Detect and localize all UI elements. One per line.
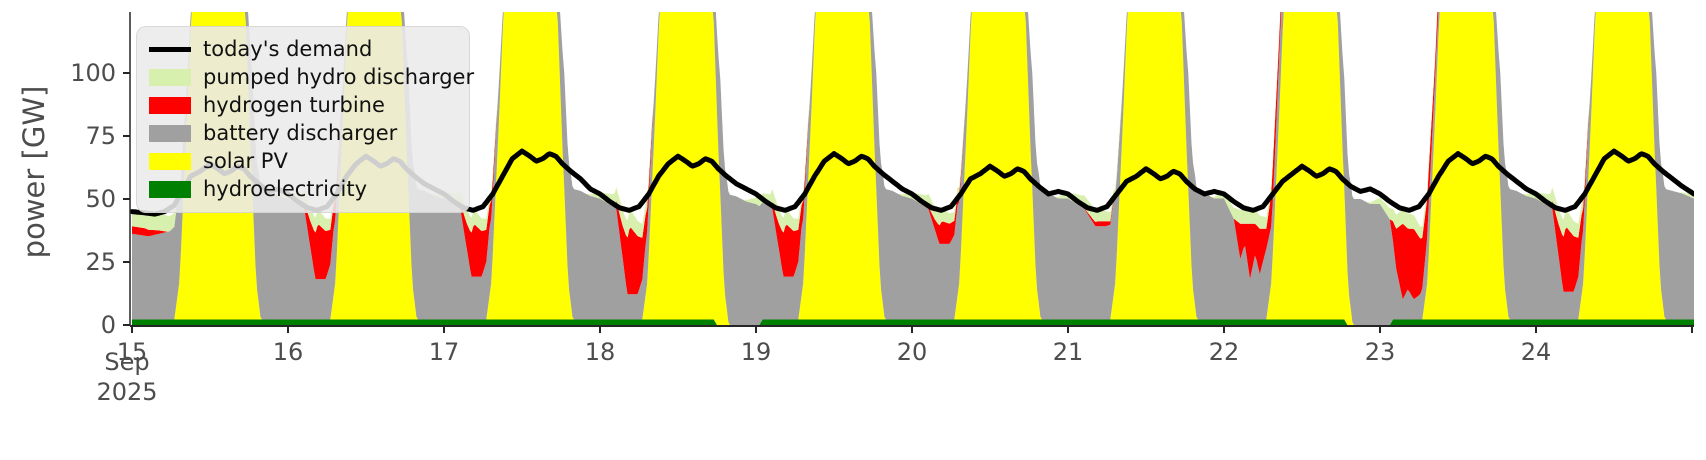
x-tick-label: 22 bbox=[1209, 338, 1240, 366]
y-tick-label: 0 bbox=[101, 311, 116, 339]
legend-item-hydroelectricity: hydroelectricity bbox=[149, 177, 455, 202]
legend-item-solar-pv: solar PV bbox=[149, 149, 455, 174]
legend-item-hydrogen-turbine: hydrogen turbine bbox=[149, 93, 455, 118]
x-tick-label: 20 bbox=[897, 338, 928, 366]
battery-discharger-swatch bbox=[149, 125, 191, 142]
legend-label: solar PV bbox=[203, 149, 288, 173]
area-hydroelectricity bbox=[132, 319, 1694, 325]
x-tick-label: 15 bbox=[117, 338, 148, 366]
x-axis-year-label: 2025 bbox=[96, 378, 158, 406]
x-tick-label: 21 bbox=[1053, 338, 1084, 366]
legend-item-todays-demand: today's demand bbox=[149, 37, 455, 62]
area-solar-pv bbox=[132, 12, 1694, 325]
x-tick-label: 16 bbox=[273, 338, 304, 366]
x-tick-label: 17 bbox=[429, 338, 460, 366]
area-battery-discharger bbox=[132, 12, 1694, 325]
y-tick-label: 25 bbox=[85, 248, 116, 276]
hydrogen-turbine-swatch bbox=[149, 97, 191, 114]
stacked-areas bbox=[130, 12, 1694, 325]
y-tick-label: 75 bbox=[85, 122, 116, 150]
legend-item-pumped-hydro-discharger: pumped hydro discharger bbox=[149, 65, 474, 90]
x-tick-label: 24 bbox=[1521, 338, 1552, 366]
legend-item-battery-discharger: battery discharger bbox=[149, 121, 455, 146]
chart-legend: today's demand pumped hydro discharger h… bbox=[136, 26, 474, 213]
legend-label: hydroelectricity bbox=[203, 177, 368, 201]
legend-label: pumped hydro discharger bbox=[203, 65, 475, 89]
axes: 15 16 17 18 19 20 21 22 23 24 0 25 50 75 100 bbox=[70, 12, 1694, 366]
demand-line-swatch bbox=[149, 47, 191, 52]
y-tick-label: 50 bbox=[85, 185, 116, 213]
legend-label: battery discharger bbox=[203, 121, 398, 145]
hydroelectricity-swatch bbox=[149, 181, 191, 198]
solar-pv-swatch bbox=[149, 153, 191, 170]
x-axis-month-label: Sep bbox=[104, 348, 150, 376]
y-axis-label: power [GW] bbox=[17, 85, 51, 259]
x-tick-label: 19 bbox=[741, 338, 772, 366]
pumped-hydro-swatch bbox=[149, 69, 191, 86]
x-tick-label: 23 bbox=[1365, 338, 1396, 366]
legend-label: hydrogen turbine bbox=[203, 93, 385, 117]
x-tick-label: 18 bbox=[585, 338, 616, 366]
legend-label: today's demand bbox=[203, 37, 373, 61]
y-tick-label: 100 bbox=[70, 59, 116, 87]
